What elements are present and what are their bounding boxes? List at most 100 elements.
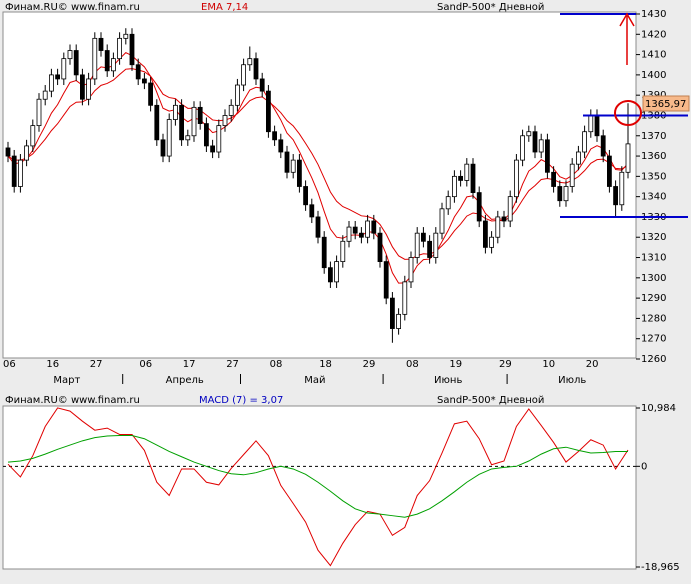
candle-body [141, 78, 147, 84]
x-tick-label: 10 [542, 359, 555, 370]
x-tick-label: 08 [270, 359, 283, 370]
candle-body [111, 58, 116, 72]
y-tick-label: 1410 [641, 50, 666, 61]
candle-body [476, 192, 482, 222]
macd-line [7, 407, 629, 567]
y-tick-label: 1350 [641, 171, 666, 182]
candle-body [272, 131, 278, 141]
price-box [642, 95, 690, 112]
candle-body [17, 159, 23, 187]
candle-body [234, 84, 240, 106]
y-tick-label: 0 [641, 461, 647, 472]
candle-body [619, 171, 625, 206]
highlight-circle [614, 100, 642, 126]
candle-body [129, 33, 135, 66]
candle-body [265, 90, 271, 133]
y-tick-label: 1430 [641, 9, 666, 20]
x-tick-label: 19 [449, 359, 462, 370]
ema-line [7, 68, 629, 260]
candle-body [495, 216, 501, 238]
candle-body [321, 236, 327, 269]
y-tick-label: 1370 [641, 131, 666, 142]
candle-body [408, 257, 414, 283]
chart-title: EMA 7,14 [201, 2, 248, 13]
candle-body [532, 131, 538, 153]
instrument: SandP-500* Дневной [437, 2, 544, 13]
candle-body [600, 135, 606, 157]
candle-body [259, 78, 265, 92]
month-label: Май [304, 375, 325, 386]
candle-body [185, 135, 191, 141]
candle-body [98, 37, 104, 51]
candle-body [334, 261, 340, 283]
candle-body [104, 50, 110, 72]
macd-panel [2, 405, 637, 570]
candle-body [241, 64, 247, 86]
candle-body [625, 143, 631, 173]
month-label: Март [53, 375, 80, 386]
candle-body [545, 139, 550, 173]
candle-body [290, 159, 296, 173]
candle-body [5, 147, 11, 157]
candle-body [458, 175, 464, 181]
candle-body [464, 163, 470, 181]
candle-body [327, 267, 333, 283]
y-tick-label: 1340 [641, 192, 666, 203]
candle-body [203, 123, 209, 147]
candle-body [309, 204, 315, 218]
candle-body [148, 82, 154, 106]
last-price-label: 1365,97 [645, 99, 686, 110]
y-tick-label: 1310 [641, 253, 666, 264]
candle-body [433, 232, 439, 258]
y-tick-label: 1280 [641, 313, 666, 324]
price-panel [2, 11, 637, 359]
candle-body [526, 131, 532, 137]
candle-body [24, 145, 30, 161]
candle-body [396, 313, 402, 329]
month-label: Апрель [166, 375, 204, 386]
arrow-head [619, 12, 635, 27]
candle-body [67, 50, 73, 60]
candle-body [402, 281, 408, 315]
candle-body [42, 90, 48, 100]
candle-body [154, 104, 160, 141]
candle-body [172, 104, 178, 120]
candle-body [371, 220, 377, 234]
chart-title: MACD (7) = 3,07 [199, 395, 283, 406]
candle-body [607, 155, 612, 187]
candle-body [49, 74, 54, 92]
candle-body [210, 145, 216, 153]
y-tick-label: 1360 [641, 151, 666, 162]
x-tick-label: 18 [319, 359, 332, 370]
candle-body [420, 232, 426, 242]
candle-body [55, 74, 60, 80]
candle-body [296, 159, 302, 187]
candle-body [73, 50, 79, 76]
candle-body [576, 151, 581, 165]
candle-body [470, 163, 476, 193]
candle-body [427, 240, 433, 258]
candle-body [284, 151, 290, 173]
candle-body [222, 115, 228, 127]
candle-body [92, 37, 98, 80]
candle-body [377, 232, 383, 262]
candle-body [197, 106, 203, 124]
candle-body [569, 163, 575, 187]
y-tick-label: 1290 [641, 293, 666, 304]
candle-body [315, 216, 321, 238]
candle-body [538, 139, 544, 153]
y-tick-label: 1300 [641, 273, 666, 284]
candle-body [613, 186, 618, 206]
month-label: Июнь [434, 375, 462, 386]
x-tick-label: 06 [139, 359, 152, 370]
candle-body [179, 104, 185, 141]
x-tick-label: 08 [406, 359, 419, 370]
macd-line [7, 435, 628, 518]
candle-body [588, 115, 594, 133]
candle-body [551, 171, 556, 187]
x-tick-label: 06 [3, 359, 16, 370]
x-tick-label: 29 [499, 359, 512, 370]
instrument: SandP-500* Дневной [437, 395, 544, 406]
candle-body [352, 226, 358, 234]
